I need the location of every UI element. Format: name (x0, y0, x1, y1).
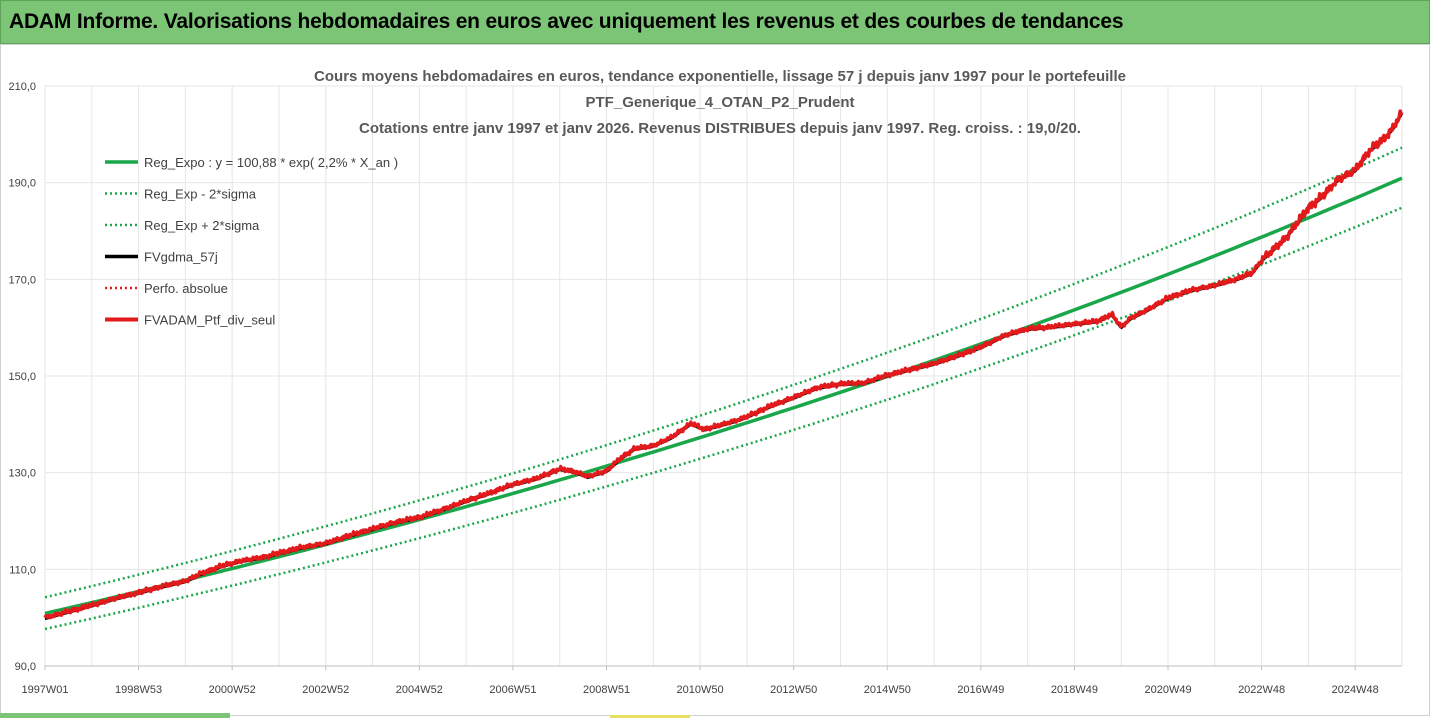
chart-frame (0, 44, 1430, 716)
legend-label: FVgdma_57j (144, 250, 218, 265)
y-tick-label: 90,0 (15, 661, 36, 673)
x-tick-label: 2010W50 (677, 684, 724, 696)
chart-title-line-3: Cotations entre janv 1997 et janv 2026. … (359, 120, 1081, 137)
x-tick-label: 2022W48 (1238, 684, 1285, 696)
legend-label: FVADAM_Ptf_div_seul (144, 313, 275, 328)
series-line-reg-exp-minus-2sigma (44, 206, 1403, 631)
legend-label: Reg_Exp + 2*sigma (144, 218, 260, 233)
series (43, 109, 1404, 631)
accent-strip-left (0, 713, 230, 718)
x-tick-label: 1998W53 (115, 684, 162, 696)
chart-title: Cours moyens hebdomadaires en euros, ten… (314, 68, 1126, 137)
legend-label: Reg_Expo : y = 100,88 * exp( 2,2% * X_an… (144, 155, 398, 170)
legend: Reg_Expo : y = 100,88 * exp( 2,2% * X_an… (105, 155, 398, 328)
chart-title-line-2: PTF_Generique_4_OTAN_P2_Prudent (586, 94, 855, 111)
x-tick-label: 1997W01 (21, 684, 68, 696)
banner-title: ADAM Informe. Valorisations hebdomadaire… (9, 10, 1124, 33)
y-tick-label: 190,0 (8, 178, 36, 190)
series-line-reg-expo (44, 176, 1403, 616)
x-tick-label: 2014W50 (864, 684, 911, 696)
x-tick-label: 2002W52 (302, 684, 349, 696)
x-tick-label: 2018W49 (1051, 684, 1098, 696)
y-tick-label: 210,0 (8, 81, 36, 93)
x-tick-label: 2016W49 (957, 684, 1004, 696)
y-tick-label: 150,0 (8, 371, 36, 383)
x-tick-label: 2006W51 (489, 684, 536, 696)
x-tick-label: 2004W52 (396, 684, 443, 696)
legend-label: Reg_Exp - 2*sigma (144, 187, 257, 202)
header-banner: ADAM Informe. Valorisations hebdomadaire… (0, 0, 1430, 44)
axes: 90,0 110,0 130,0 150,0 170,0 190,0 210,0 1997W0… (8, 81, 1402, 696)
x-tick-label: 2012W50 (770, 684, 817, 696)
series-line-fvadam-ptf-div-seul (43, 109, 1404, 620)
x-tick-label: 2008W51 (583, 684, 630, 696)
grid (44, 85, 1403, 667)
x-tick-label: 2000W52 (209, 684, 256, 696)
accent-strip-mid (610, 715, 690, 718)
y-tick-label: 110,0 (9, 564, 36, 576)
y-tick-label: 130,0 (8, 468, 36, 480)
series-line-reg-exp-plus-2sigma (44, 146, 1403, 599)
chart-title-line-1: Cours moyens hebdomadaires en euros, ten… (314, 68, 1126, 85)
y-tick-label: 170,0 (8, 274, 36, 286)
x-tick-label: 2024W48 (1332, 684, 1379, 696)
legend-label: Perfo. absolue (144, 281, 228, 296)
x-tick-label: 2020W49 (1144, 684, 1191, 696)
